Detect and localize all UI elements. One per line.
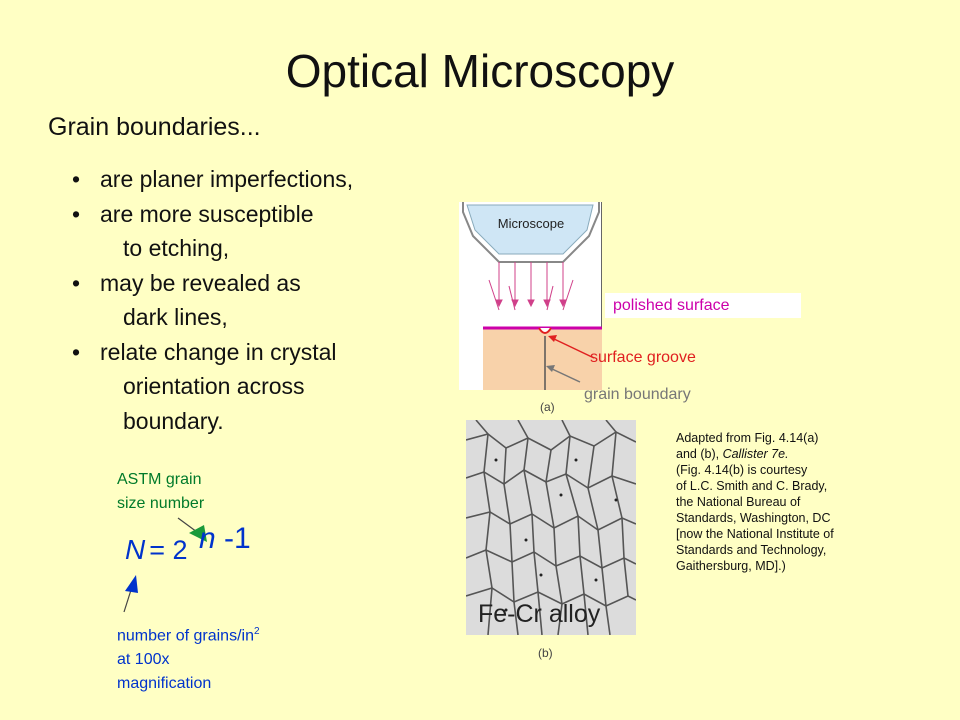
attribution-line: the National Bureau of	[676, 495, 801, 509]
microscope-label: Microscope	[498, 216, 564, 231]
bullet-text: are more susceptible	[100, 200, 314, 227]
attribution-line: [now the National Institute of	[676, 527, 834, 541]
specimen-grains	[483, 328, 602, 390]
attribution-line: Gaithersburg, MD].)	[676, 559, 786, 573]
grain-network	[466, 420, 636, 635]
bullet-item: • are planer imperfections,	[72, 162, 353, 197]
bullet-item: • are more susceptible	[72, 197, 353, 232]
grains-arrow-line	[123, 589, 132, 613]
micrograph-image	[466, 420, 636, 635]
astm-arrow-line	[177, 517, 198, 533]
figure-b-caption: (b)	[538, 646, 553, 660]
bullet-item: • relate change in crystal	[72, 335, 353, 370]
astm-label-line: ASTM grain	[117, 471, 202, 488]
light-rays	[488, 262, 574, 311]
boundary-pointer	[549, 367, 581, 383]
slide-title: Optical Microscopy	[285, 45, 675, 97]
bullet-continuation: dark lines,	[123, 304, 228, 330]
bullet-continuation: orientation across	[123, 373, 305, 399]
grains-note-line: number of grains/in2	[117, 620, 260, 648]
formula-rhs: = 2	[149, 535, 188, 565]
attribution-note: Adapted from Fig. 4.14(a) and (b), Calli…	[676, 430, 834, 574]
grains-note-line: magnification	[117, 675, 212, 693]
bullet-text: may be revealed as	[100, 269, 301, 296]
bullet-continuation: boundary.	[123, 407, 224, 434]
formula-exponent-rest: -1	[215, 522, 251, 555]
formula-lhs: N	[125, 534, 146, 565]
bullet-list: • are planer imperfections, • are more sus…	[72, 162, 353, 438]
microscope-diagram: Microscope	[459, 202, 602, 390]
grains-note-text: number of grains/in	[117, 627, 254, 645]
bullet-item: • may be revealed as	[72, 266, 353, 301]
bullet-dot: •	[72, 200, 81, 227]
alloy-label: Fe-Cr alloy	[478, 600, 601, 628]
attribution-line: of L.C. Smith and C. Brady,	[676, 479, 828, 493]
formula-exponent: n -1	[199, 522, 251, 556]
surface-groove-shape	[538, 327, 552, 334]
bullet-text: relate change in crystal	[100, 338, 337, 365]
attribution-line: Adapted from Fig. 4.14(a)	[676, 431, 819, 445]
grains-note: number of grains/in2 at 100x magnificati…	[117, 620, 260, 696]
bullet-continuation: to etching,	[123, 235, 230, 261]
astm-label: ASTM grain size number	[117, 468, 204, 516]
attribution-book: Callister 7e.	[722, 447, 789, 461]
astm-arrowhead	[189, 525, 207, 542]
bullet-text: are planer imperfections,	[100, 166, 354, 192]
bullet-dot: •	[72, 166, 81, 192]
groove-pointer	[551, 337, 595, 359]
microscope-lens	[466, 204, 594, 255]
slide-subtitle: Grain boundaries...	[48, 113, 261, 141]
grains-arrowhead	[125, 575, 138, 593]
microscope-diagram-svg: Microscope	[459, 202, 602, 390]
attribution-text: and (b),	[676, 447, 723, 461]
grain-boundary-label: grain boundary	[584, 386, 691, 403]
figure-a-caption: (a)	[540, 400, 555, 414]
surface-groove-label: surface groove	[590, 349, 696, 366]
formula-exponent-var: n	[199, 522, 216, 555]
grains-note-sup: 2	[253, 626, 260, 637]
bullet-dot: •	[72, 338, 81, 365]
grains-note-line: at 100x	[117, 651, 170, 669]
polished-surface-label: polished surface	[605, 293, 801, 318]
attribution-line: Standards and Technology,	[676, 543, 827, 557]
attribution-line: Standards, Washington, DC	[676, 511, 831, 525]
attribution-line: and (b), Callister 7e.	[676, 446, 834, 462]
bullet-dot: •	[72, 269, 81, 296]
grain-size-formula: N = 2 n -1	[125, 522, 251, 566]
micrograph-svg	[466, 420, 636, 635]
astm-label-line: size number	[117, 495, 205, 512]
attribution-line: (Fig. 4.14(b) is courtesy	[676, 463, 808, 477]
